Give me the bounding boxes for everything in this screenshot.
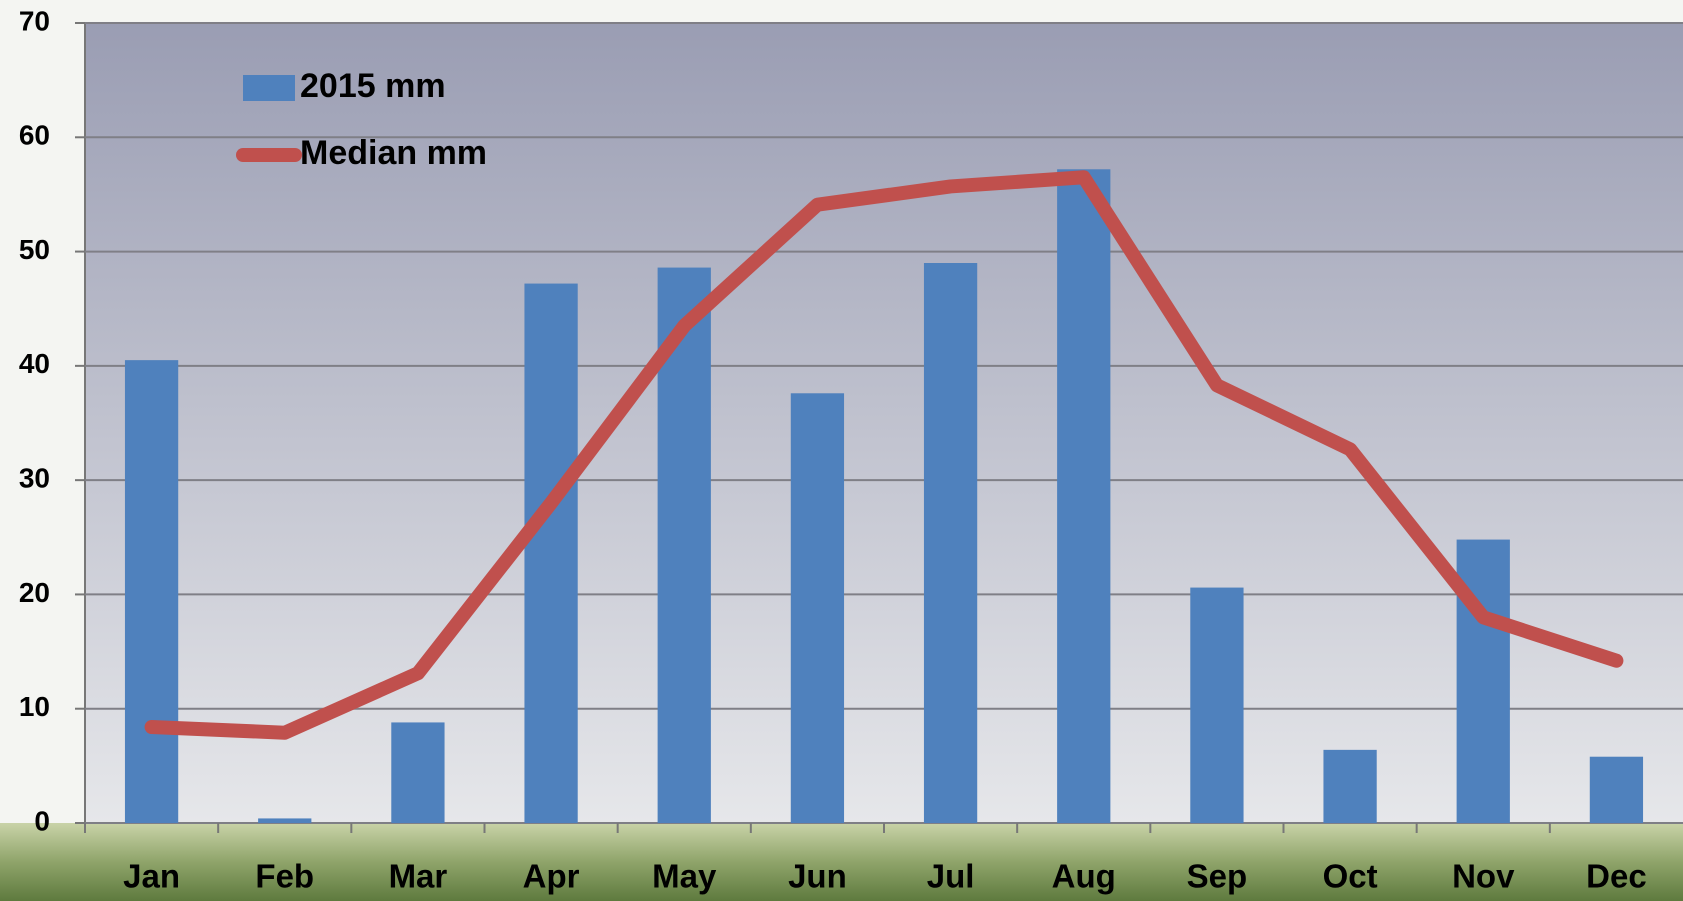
line — [144, 170, 1624, 740]
bar — [1456, 539, 1510, 823]
legend-label: Median mm — [300, 134, 487, 172]
plot-area — [85, 23, 1683, 823]
x-tick-label: Sep — [1187, 858, 1248, 895]
y-tick-label: 60 — [19, 120, 50, 151]
background-grass — [0, 823, 1683, 901]
legend-label: 2015 mm — [300, 67, 446, 105]
y-tick-label: 20 — [19, 577, 50, 608]
y-tick-label: 70 — [19, 5, 50, 36]
x-tick-label: Feb — [255, 858, 314, 895]
bar — [391, 722, 445, 823]
bar — [258, 818, 312, 823]
y-tick-label: 30 — [19, 463, 50, 494]
bar — [1589, 756, 1644, 823]
x-tick-label: Oct — [1323, 858, 1378, 895]
y-tick-label: 40 — [19, 348, 50, 379]
bar — [524, 283, 578, 824]
x-tick-label: Jul — [927, 858, 975, 895]
bar — [1057, 169, 1111, 824]
x-tick-label: Aug — [1052, 858, 1116, 895]
x-tick-label: Nov — [1452, 858, 1515, 895]
x-tick-label: Mar — [389, 858, 448, 895]
x-tick-label: Dec — [1586, 858, 1647, 895]
bar — [124, 360, 179, 823]
x-tick-label: Jan — [123, 858, 180, 895]
x-tick-label: Jun — [788, 858, 847, 895]
bar — [790, 393, 845, 823]
bar — [923, 263, 978, 823]
legend-swatch — [243, 75, 295, 101]
y-tick-label: 10 — [19, 691, 50, 722]
y-tick-label: 0 — [34, 805, 50, 836]
x-tick-label: May — [652, 858, 717, 895]
bar — [1323, 749, 1377, 823]
x-tick-label: Apr — [523, 858, 580, 895]
y-tick-label: 50 — [19, 234, 50, 265]
bar — [1190, 587, 1244, 823]
